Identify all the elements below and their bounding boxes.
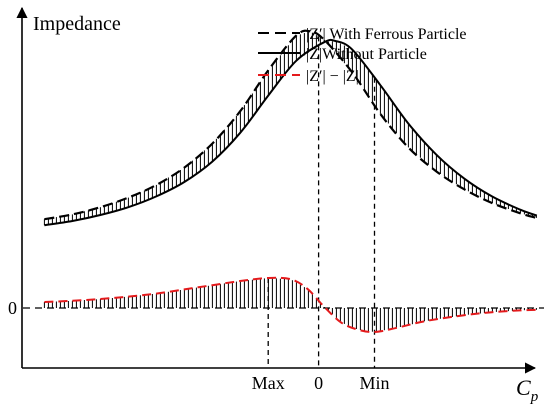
legend-label-with-particle: |Z′| With Ferrous Particle bbox=[306, 26, 467, 43]
x-tick-label-max: Max bbox=[252, 373, 285, 393]
x-axis-label-sub: p bbox=[530, 389, 539, 405]
series-layer bbox=[44, 29, 538, 334]
legend-label-difference: |Z′| − |Z| bbox=[306, 68, 359, 85]
hatch-upper-difference bbox=[43, 31, 537, 226]
series-line-2 bbox=[44, 276, 537, 334]
y-tick-label-zero: 0 bbox=[8, 298, 17, 318]
y-axis-label: Impedance bbox=[33, 13, 121, 35]
legend-label-without-particle: |Z|Without Particle bbox=[306, 46, 427, 63]
series-line-0 bbox=[44, 29, 538, 221]
x-axis-label: Cp bbox=[516, 375, 539, 405]
legend: |Z′| With Ferrous Particle |Z|Without Pa… bbox=[258, 26, 467, 85]
hatch-difference-area bbox=[43, 278, 537, 332]
marker-verticals bbox=[267, 36, 376, 368]
x-axis-label-main: C bbox=[516, 375, 531, 400]
series-line-1 bbox=[44, 38, 538, 227]
x-tick-label-min: Min bbox=[360, 373, 390, 393]
x-tick-label-zero: 0 bbox=[314, 373, 323, 393]
